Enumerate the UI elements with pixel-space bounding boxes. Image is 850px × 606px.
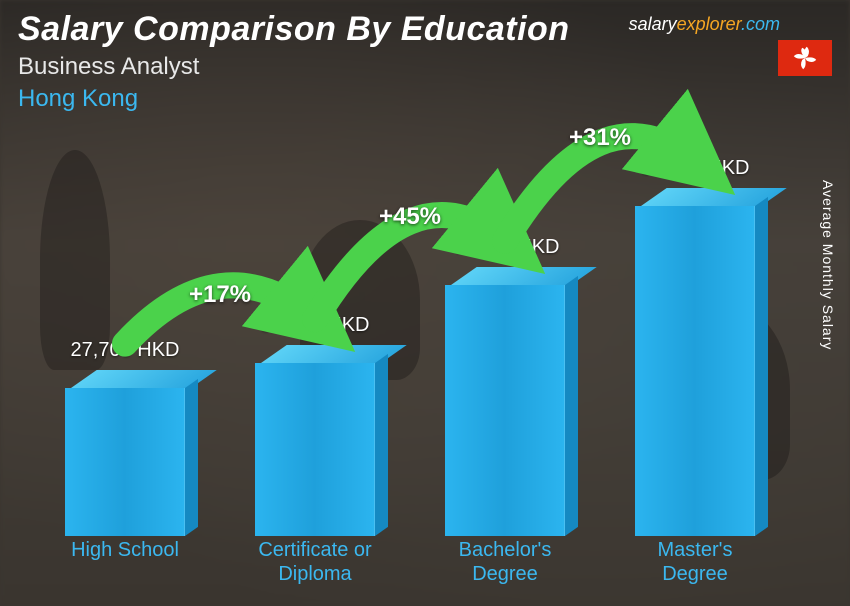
brand-part1: salary bbox=[629, 14, 677, 34]
arc-svg bbox=[460, 90, 740, 301]
labels-container: High SchoolCertificate orDiplomaBachelor… bbox=[30, 538, 790, 586]
bar-category-label: Master'sDegree bbox=[600, 538, 790, 586]
bar-side-face bbox=[755, 197, 768, 536]
bauhinia-icon bbox=[791, 44, 819, 72]
brand-part2: explorer bbox=[677, 14, 741, 34]
increase-pct-label: +17% bbox=[189, 281, 251, 309]
increase-arc: +31% bbox=[540, 118, 660, 158]
bar-side-face bbox=[375, 354, 388, 536]
bar-side-face bbox=[565, 276, 578, 536]
brand-part3: .com bbox=[741, 14, 780, 34]
location: Hong Kong bbox=[18, 85, 832, 113]
increase-arc: +17% bbox=[160, 275, 280, 315]
hong-kong-flag-icon bbox=[778, 40, 832, 76]
bar-category-label: High School bbox=[30, 538, 220, 586]
y-axis-label: Average Monthly Salary bbox=[820, 180, 836, 350]
job-title: Business Analyst bbox=[18, 53, 832, 81]
brand-logo: salaryexplorer.com bbox=[629, 14, 780, 35]
bar-category-label: Bachelor'sDegree bbox=[410, 538, 600, 586]
increase-pct-label: +31% bbox=[569, 124, 631, 152]
bar-front-face bbox=[65, 388, 185, 536]
bar-category-label: Certificate orDiploma bbox=[220, 538, 410, 586]
increase-arc: +45% bbox=[350, 197, 470, 237]
increase-pct-label: +45% bbox=[379, 203, 441, 231]
salary-bar-chart: 27,700 HKD 32,300 HKD 46,900 HKD 61,600 … bbox=[30, 130, 790, 586]
